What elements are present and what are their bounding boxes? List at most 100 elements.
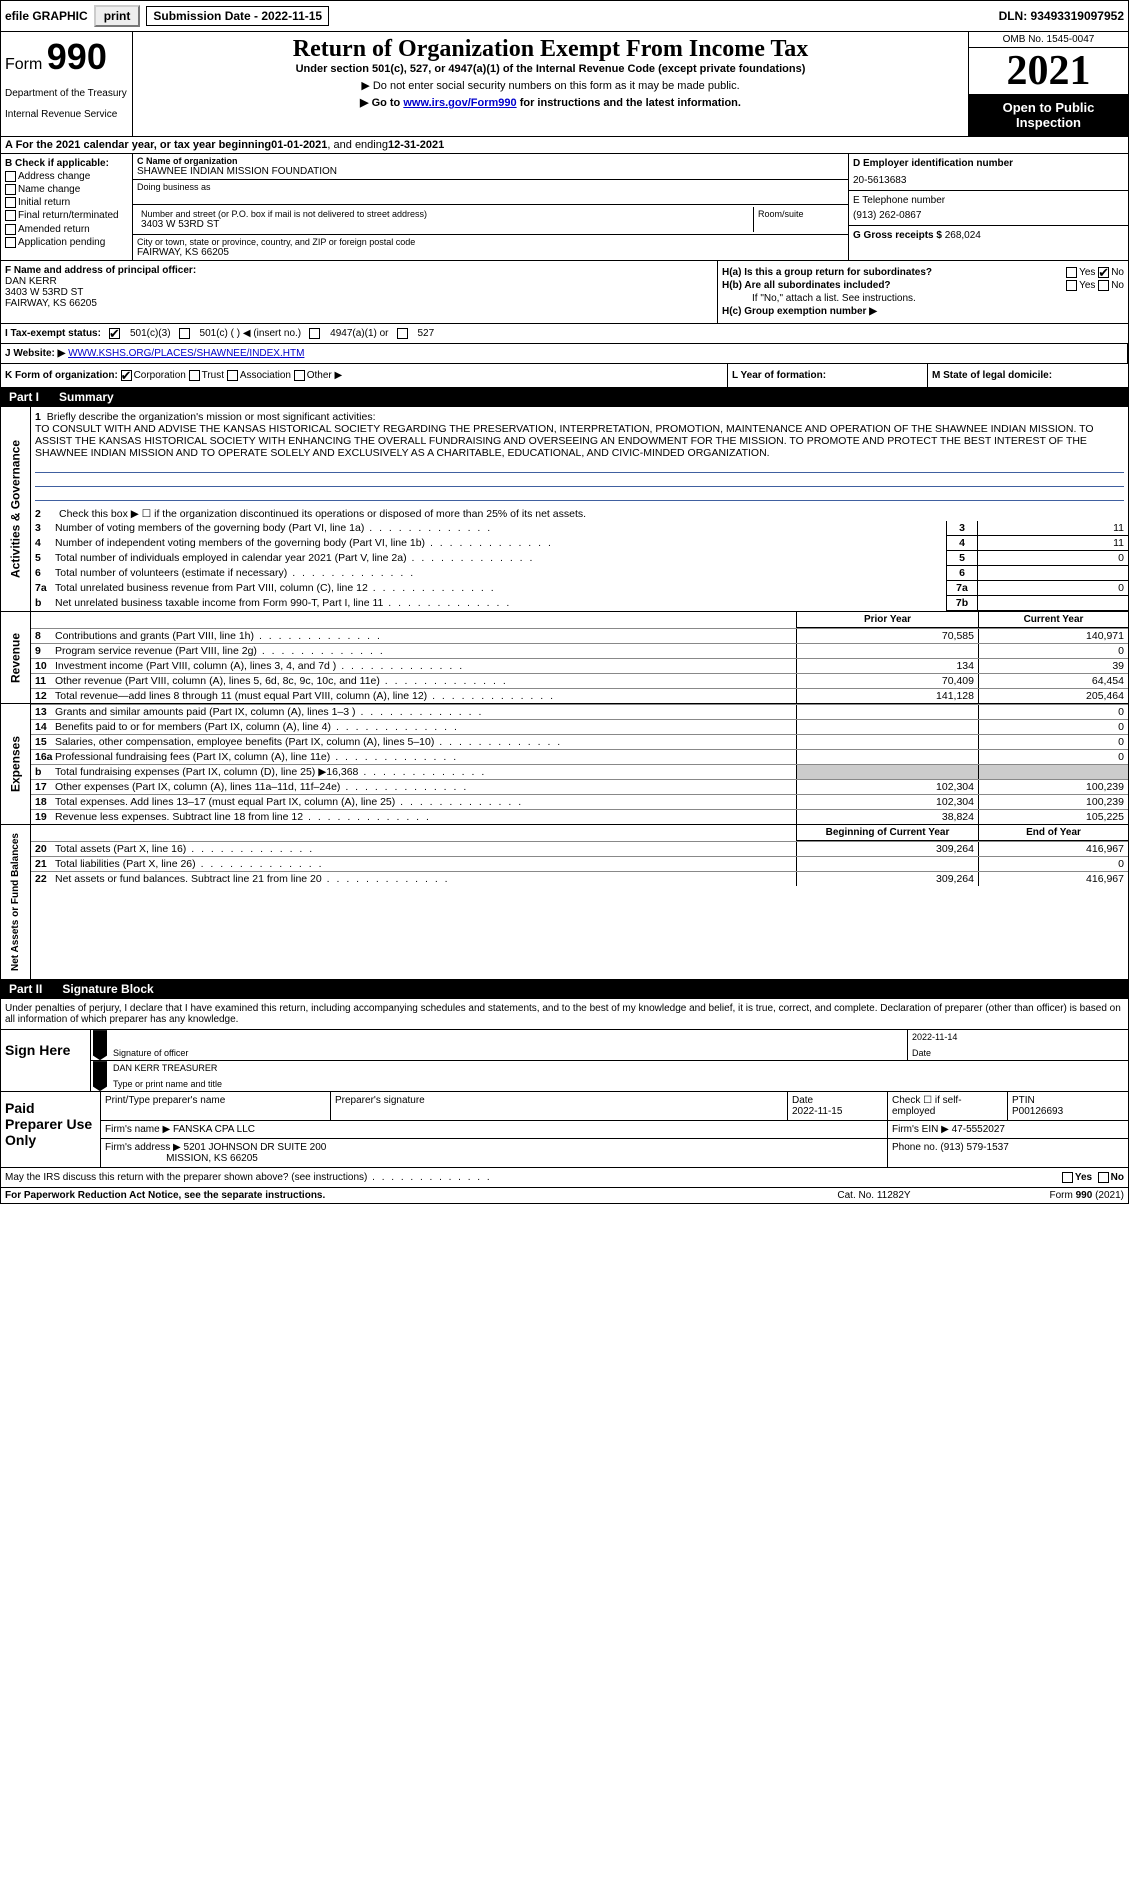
addr-label: Number and street (or P.O. box if mail i… <box>141 209 749 219</box>
data-row: 10Investment income (Part VIII, column (… <box>31 658 1128 673</box>
cb-corp[interactable] <box>121 370 132 381</box>
section-l: L Year of formation: <box>728 364 928 387</box>
form-subtitle-2: ▶ Do not enter social security numbers o… <box>141 79 960 92</box>
cb-trust[interactable] <box>189 370 200 381</box>
form-subtitle-1: Under section 501(c), 527, or 4947(a)(1)… <box>141 63 960 75</box>
dba-label: Doing business as <box>137 182 844 192</box>
officer-addr1: 3403 W 53RD ST <box>5 287 83 298</box>
data-row: 13Grants and similar amounts paid (Part … <box>31 704 1128 719</box>
room-label: Room/suite <box>758 209 840 219</box>
data-row: 19Revenue less expenses. Subtract line 1… <box>31 809 1128 824</box>
ein: 20-5613683 <box>853 175 1124 186</box>
prep-firm: FANSKA CPA LLC <box>173 1124 255 1135</box>
summary-revenue: Revenue Prior Year Current Year 8Contrib… <box>0 612 1129 704</box>
hb-no[interactable] <box>1098 280 1109 291</box>
gov-row: 4Number of independent voting members of… <box>31 536 1128 551</box>
prep-ptin: P00126693 <box>1012 1106 1063 1117</box>
phone-label: E Telephone number <box>853 195 1124 206</box>
data-row: 11Other revenue (Part VIII, column (A), … <box>31 673 1128 688</box>
section-h: H(a) Is this a group return for subordin… <box>718 261 1128 323</box>
discuss-no[interactable] <box>1098 1172 1109 1183</box>
sig-intro: Under penalties of perjury, I declare th… <box>1 999 1128 1029</box>
city: FAIRWAY, KS 66205 <box>137 247 844 258</box>
ha-yes[interactable] <box>1066 267 1077 278</box>
toolbar: efile GRAPHIC print Submission Date - 20… <box>0 0 1129 32</box>
data-row: 12Total revenue—add lines 8 through 11 (… <box>31 688 1128 703</box>
hb-yes[interactable] <box>1066 280 1077 291</box>
cb-address-change[interactable]: Address change <box>5 171 128 182</box>
row-klm: K Form of organization: Corporation Trus… <box>0 364 1129 388</box>
cb-application-pending[interactable]: Application pending <box>5 237 128 248</box>
vtab-governance: Activities & Governance <box>1 407 31 611</box>
cb-501c[interactable] <box>179 328 190 339</box>
vtab-expenses: Expenses <box>1 704 31 824</box>
open-inspection: Open to Public Inspection <box>969 94 1128 136</box>
print-button[interactable]: print <box>94 5 141 27</box>
form-title-cell: Return of Organization Exempt From Incom… <box>133 32 968 136</box>
summary-expenses: Expenses 13Grants and similar amounts pa… <box>0 704 1129 825</box>
footer-bottom: For Paperwork Reduction Act Notice, see … <box>1 1187 1128 1203</box>
mission-text: TO CONSULT WITH AND ADVISE THE KANSAS HI… <box>35 423 1094 459</box>
prep-addr2: MISSION, KS 66205 <box>166 1153 258 1164</box>
data-row: 9Program service revenue (Part VIII, lin… <box>31 643 1128 658</box>
submission-date: Submission Date - 2022-11-15 <box>146 6 329 26</box>
prep-addr1: 5201 JOHNSON DR SUITE 200 <box>184 1142 327 1153</box>
data-row: bTotal fundraising expenses (Part IX, co… <box>31 764 1128 779</box>
org-name-label: C Name of organization <box>137 156 844 166</box>
gov-row: 7aTotal unrelated business revenue from … <box>31 581 1128 596</box>
section-c: C Name of organization SHAWNEE INDIAN MI… <box>133 154 848 260</box>
form-header: Form 990 Department of the Treasury Inte… <box>0 32 1129 137</box>
data-row: 16aProfessional fundraising fees (Part I… <box>31 749 1128 764</box>
section-b: B Check if applicable: Address change Na… <box>1 154 133 260</box>
cb-527[interactable] <box>397 328 408 339</box>
signature-block: Under penalties of perjury, I declare th… <box>0 999 1129 1204</box>
preparer-block: Paid Preparer Use Only Print/Type prepar… <box>1 1091 1128 1167</box>
prep-date: 2022-11-15 <box>792 1106 842 1117</box>
gov-row: bNet unrelated business taxable income f… <box>31 596 1128 611</box>
data-row: 17Other expenses (Part IX, column (A), l… <box>31 779 1128 794</box>
dln: DLN: 93493319097952 <box>999 9 1124 23</box>
summary-netassets: Net Assets or Fund Balances Beginning of… <box>0 825 1129 980</box>
mission-block: 1 Briefly describe the organization's mi… <box>31 407 1128 507</box>
website-link[interactable]: WWW.KSHS.ORG/PLACES/SHAWNEE/INDEX.HTM <box>68 348 304 359</box>
sig-arrow-icon-2 <box>93 1061 107 1091</box>
form-number: 990 <box>47 36 107 77</box>
cb-name-change[interactable]: Name change <box>5 184 128 195</box>
data-row: 22Net assets or fund balances. Subtract … <box>31 871 1128 886</box>
sig-name: DAN KERR TREASURER <box>113 1063 1124 1079</box>
vtab-revenue: Revenue <box>1 612 31 703</box>
col-header-1: Prior Year Current Year <box>31 612 1128 628</box>
city-label: City or town, state or province, country… <box>137 237 844 247</box>
sig-arrow-icon <box>93 1030 107 1060</box>
efile-label: efile GRAPHIC <box>5 9 88 23</box>
data-row: 18Total expenses. Add lines 13–17 (must … <box>31 794 1128 809</box>
ha-no[interactable] <box>1098 267 1109 278</box>
ein-label: D Employer identification number <box>853 158 1013 169</box>
cb-final-return[interactable]: Final return/terminated <box>5 210 128 221</box>
summary-governance: Activities & Governance 1 Briefly descri… <box>0 407 1129 612</box>
form-label: Form <box>5 56 42 73</box>
section-b-label: B Check if applicable: <box>5 158 109 169</box>
cb-amended-return[interactable]: Amended return <box>5 224 128 235</box>
gov-row: 5Total number of individuals employed in… <box>31 551 1128 566</box>
cb-initial-return[interactable]: Initial return <box>5 197 128 208</box>
officer-label: F Name and address of principal officer: <box>5 265 196 276</box>
prep-phone: (913) 579-1537 <box>940 1142 1008 1153</box>
tax-year: 2021 <box>969 48 1128 94</box>
irs-link[interactable]: www.irs.gov/Form990 <box>403 97 516 109</box>
data-row: 8Contributions and grants (Part VIII, li… <box>31 628 1128 643</box>
cb-4947[interactable] <box>309 328 320 339</box>
discuss-yes[interactable] <box>1062 1172 1073 1183</box>
officer-name: DAN KERR <box>5 276 57 287</box>
phone: (913) 262-0867 <box>853 210 1124 221</box>
form-subtitle-3: ▶ Go to www.irs.gov/Form990 for instruct… <box>141 96 960 109</box>
part-1-header: Part ISummary <box>0 388 1129 407</box>
preparer-label: Paid Preparer Use Only <box>1 1092 101 1167</box>
cb-assoc[interactable] <box>227 370 238 381</box>
officer-addr2: FAIRWAY, KS 66205 <box>5 298 97 309</box>
form-year-cell: OMB No. 1545-0047 2021 Open to Public In… <box>968 32 1128 136</box>
cb-other[interactable] <box>294 370 305 381</box>
cb-501c3[interactable] <box>109 328 120 339</box>
org-info-grid: B Check if applicable: Address change Na… <box>0 154 1129 261</box>
section-deg: D Employer identification number 20-5613… <box>848 154 1128 260</box>
